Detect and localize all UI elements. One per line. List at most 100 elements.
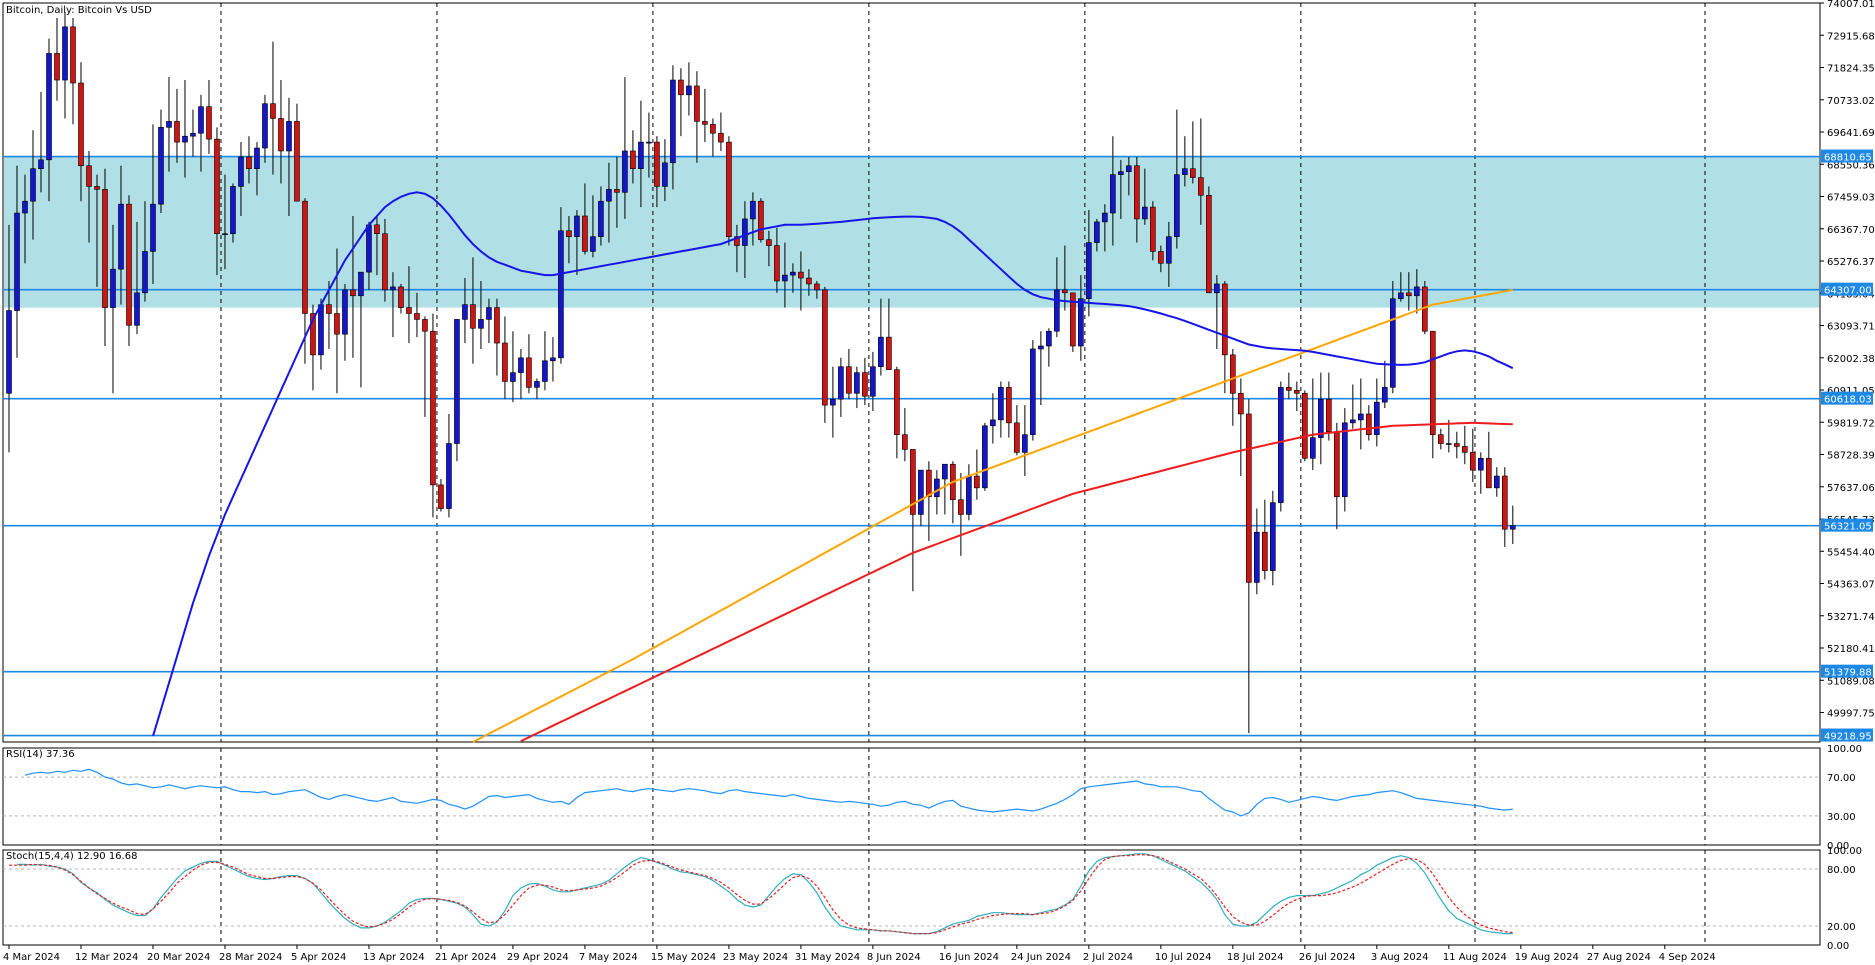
bearish-candle[interactable] bbox=[974, 475, 980, 489]
bullish-candle[interactable] bbox=[1094, 221, 1100, 243]
bullish-candle[interactable] bbox=[1118, 171, 1124, 175]
bullish-candle[interactable] bbox=[1446, 443, 1452, 445]
bullish-candle[interactable] bbox=[550, 357, 556, 362]
bearish-candle[interactable] bbox=[566, 230, 572, 237]
bullish-candle[interactable] bbox=[1086, 242, 1092, 300]
bearish-candle[interactable] bbox=[1470, 452, 1476, 471]
bullish-candle[interactable] bbox=[1374, 401, 1380, 435]
bullish-candle[interactable] bbox=[558, 230, 564, 359]
bearish-candle[interactable] bbox=[334, 313, 340, 335]
bearish-candle[interactable] bbox=[1430, 330, 1436, 435]
bearish-candle[interactable] bbox=[398, 286, 404, 308]
bearish-candle[interactable] bbox=[494, 307, 500, 344]
bullish-candle[interactable] bbox=[1038, 345, 1044, 350]
stochastic-pane[interactable]: 100.00 80.00 20.00 0.00 bbox=[2, 846, 1862, 952]
bullish-candle[interactable] bbox=[918, 469, 924, 515]
bearish-candle[interactable] bbox=[102, 189, 108, 308]
bullish-candle[interactable] bbox=[342, 289, 348, 335]
bearish-candle[interactable] bbox=[382, 233, 388, 291]
bullish-candle[interactable] bbox=[1310, 437, 1316, 459]
bullish-candle[interactable] bbox=[1494, 475, 1500, 489]
bullish-candle[interactable] bbox=[142, 251, 148, 294]
bullish-candle[interactable] bbox=[254, 147, 260, 169]
bearish-candle[interactable] bbox=[798, 271, 804, 279]
bullish-candle[interactable] bbox=[262, 103, 268, 149]
bearish-candle[interactable] bbox=[862, 372, 868, 397]
bearish-candle[interactable] bbox=[886, 336, 892, 370]
bullish-candle[interactable] bbox=[878, 336, 884, 367]
bullish-candle[interactable] bbox=[638, 141, 644, 169]
bullish-candle[interactable] bbox=[1142, 206, 1148, 220]
bullish-candle[interactable] bbox=[318, 304, 324, 356]
bearish-candle[interactable] bbox=[1238, 392, 1244, 415]
bullish-candle[interactable] bbox=[1030, 348, 1036, 435]
bearish-candle[interactable] bbox=[806, 277, 812, 285]
bullish-candle[interactable] bbox=[830, 398, 836, 406]
bullish-candle[interactable] bbox=[1174, 174, 1180, 237]
bullish-candle[interactable] bbox=[966, 475, 972, 515]
bullish-candle[interactable] bbox=[590, 236, 596, 252]
bullish-candle[interactable] bbox=[990, 419, 996, 427]
bearish-candle[interactable] bbox=[294, 121, 300, 202]
bearish-candle[interactable] bbox=[694, 85, 700, 122]
bearish-candle[interactable] bbox=[1206, 194, 1212, 294]
bullish-candle[interactable] bbox=[110, 268, 116, 308]
bearish-candle[interactable] bbox=[1222, 283, 1228, 356]
bearish-candle[interactable] bbox=[526, 357, 532, 388]
bearish-candle[interactable] bbox=[78, 82, 84, 167]
bearish-candle[interactable] bbox=[1062, 289, 1068, 294]
bearish-candle[interactable] bbox=[718, 132, 724, 143]
bearish-candle[interactable] bbox=[1406, 292, 1412, 297]
bullish-candle[interactable] bbox=[782, 274, 788, 282]
bullish-candle[interactable] bbox=[222, 233, 228, 236]
bullish-candle[interactable] bbox=[22, 200, 28, 214]
bullish-candle[interactable] bbox=[542, 360, 548, 382]
bearish-candle[interactable] bbox=[1438, 434, 1444, 444]
bullish-candle[interactable] bbox=[446, 443, 452, 509]
bullish-candle[interactable] bbox=[1110, 174, 1116, 214]
bullish-candle[interactable] bbox=[1270, 502, 1276, 571]
bullish-candle[interactable] bbox=[1478, 458, 1484, 471]
bearish-candle[interactable] bbox=[414, 313, 420, 320]
bearish-candle[interactable] bbox=[734, 236, 740, 246]
bullish-candle[interactable] bbox=[518, 357, 524, 373]
rsi-pane[interactable]: 100.00 70.00 30.00 0.00 bbox=[2, 744, 1862, 852]
bearish-candle[interactable] bbox=[302, 200, 308, 314]
bearish-candle[interactable] bbox=[502, 342, 508, 382]
bearish-candle[interactable] bbox=[54, 53, 60, 81]
bearish-candle[interactable] bbox=[1230, 354, 1236, 394]
bearish-candle[interactable] bbox=[822, 289, 828, 406]
bearish-candle[interactable] bbox=[1150, 206, 1156, 252]
bearish-candle[interactable] bbox=[1006, 387, 1012, 424]
bearish-candle[interactable] bbox=[246, 156, 252, 169]
bullish-candle[interactable] bbox=[486, 307, 492, 320]
bullish-candle[interactable] bbox=[606, 189, 612, 202]
bearish-candle[interactable] bbox=[1502, 475, 1508, 530]
bullish-candle[interactable] bbox=[62, 26, 68, 81]
bullish-candle[interactable] bbox=[998, 387, 1004, 421]
bullish-candle[interactable] bbox=[790, 271, 796, 276]
bullish-candle[interactable] bbox=[390, 286, 396, 291]
bearish-candle[interactable] bbox=[894, 369, 900, 435]
bearish-candle[interactable] bbox=[1294, 390, 1300, 394]
bullish-candle[interactable] bbox=[598, 200, 604, 237]
bearish-candle[interactable] bbox=[958, 499, 964, 515]
bullish-candle[interactable] bbox=[510, 372, 516, 382]
bullish-candle[interactable] bbox=[1382, 387, 1388, 403]
bearish-candle[interactable] bbox=[1454, 443, 1460, 447]
bullish-candle[interactable] bbox=[670, 79, 676, 164]
bullish-candle[interactable] bbox=[1078, 298, 1084, 347]
bearish-candle[interactable] bbox=[214, 138, 220, 235]
bullish-candle[interactable] bbox=[1414, 286, 1420, 297]
bullish-candle[interactable] bbox=[238, 156, 244, 187]
bearish-candle[interactable] bbox=[814, 283, 820, 291]
bearish-candle[interactable] bbox=[630, 150, 636, 169]
bearish-candle[interactable] bbox=[926, 469, 932, 498]
bearish-candle[interactable] bbox=[406, 307, 412, 314]
bearish-candle[interactable] bbox=[326, 304, 332, 314]
bullish-candle[interactable] bbox=[1318, 398, 1324, 438]
bullish-candle[interactable] bbox=[686, 85, 692, 96]
bearish-candle[interactable] bbox=[582, 215, 588, 252]
bullish-candle[interactable] bbox=[838, 366, 844, 400]
